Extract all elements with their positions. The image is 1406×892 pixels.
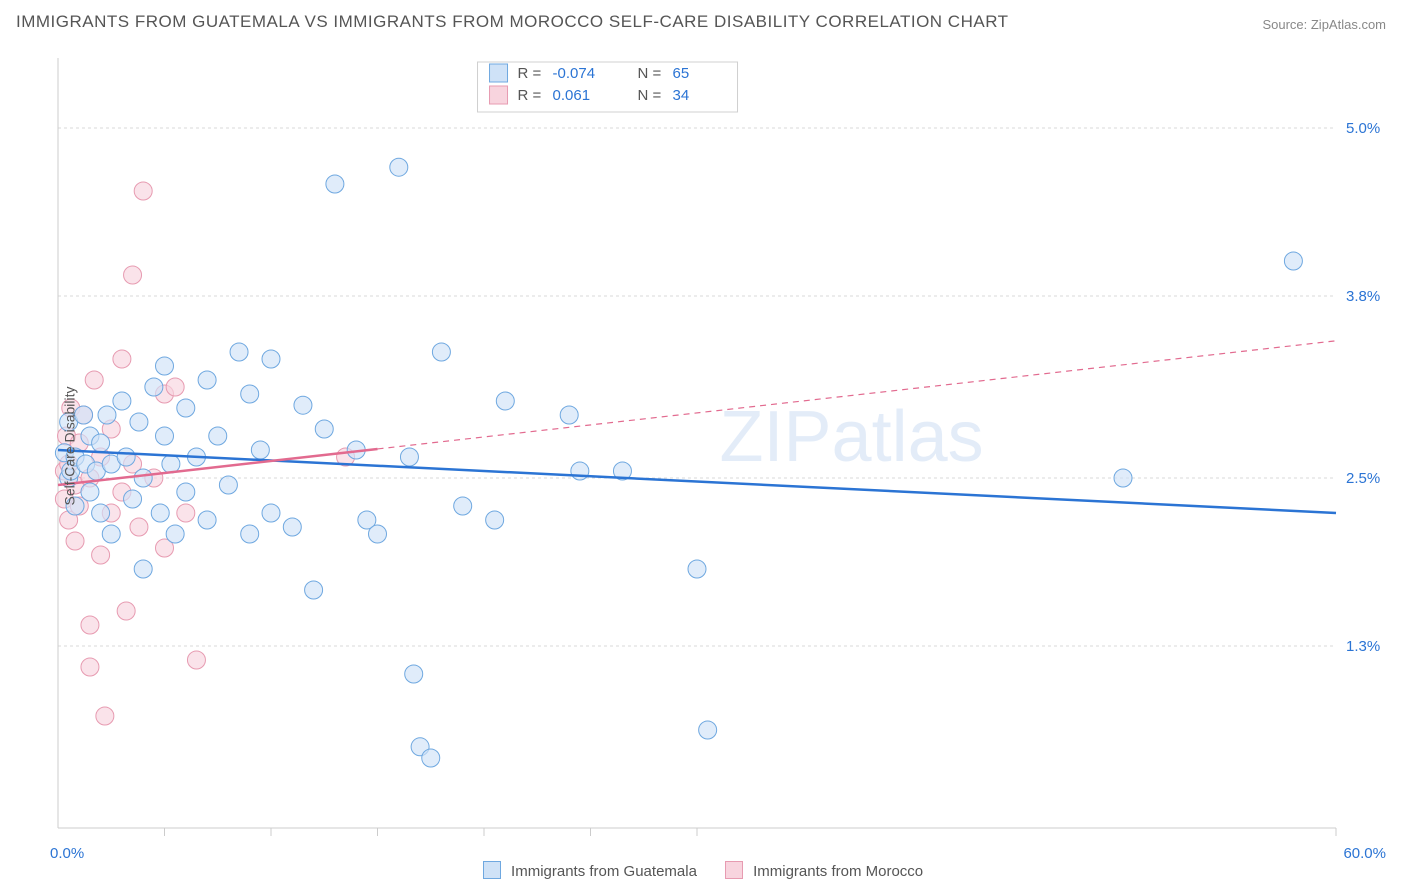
y-tick-label: 3.8%: [1346, 288, 1380, 305]
data-point: [130, 413, 148, 431]
x-axis-max-label: 60.0%: [1343, 845, 1386, 862]
data-point: [166, 378, 184, 396]
data-point: [326, 175, 344, 193]
data-point: [166, 525, 184, 543]
data-point: [369, 525, 387, 543]
data-point: [241, 385, 259, 403]
data-point: [124, 490, 142, 508]
data-point: [92, 504, 110, 522]
data-point: [81, 483, 99, 501]
data-point: [262, 504, 280, 522]
data-point: [699, 721, 717, 739]
scatter-chart-svg: 1.3% 2.5% 3.8% 5.0% ZIPatlas R = -0.074 N = 65 R …: [50, 48, 1386, 842]
data-point: [81, 616, 99, 634]
data-point: [187, 651, 205, 669]
data-point: [96, 707, 114, 725]
legend-label-morocco: Immigrants from Morocco: [753, 863, 923, 880]
stats-n-value: 65: [673, 65, 690, 82]
stats-r-value: -0.074: [553, 65, 596, 82]
data-point: [134, 469, 152, 487]
data-point: [113, 392, 131, 410]
stats-legend-box: [478, 62, 738, 112]
stats-n-label: N =: [638, 87, 662, 104]
data-point: [102, 525, 120, 543]
data-point: [117, 448, 135, 466]
chart-title: IMMIGRANTS FROM GUATEMALA VS IMMIGRANTS …: [16, 12, 1009, 32]
data-point: [560, 406, 578, 424]
data-point: [390, 158, 408, 176]
data-point: [145, 378, 163, 396]
data-point: [156, 427, 174, 445]
data-point: [198, 371, 216, 389]
bottom-legend: Immigrants from Guatemala Immigrants fro…: [0, 861, 1406, 880]
data-point: [422, 749, 440, 767]
data-point: [251, 441, 269, 459]
data-point: [124, 266, 142, 284]
data-point: [305, 581, 323, 599]
legend-item-morocco: Immigrants from Morocco: [725, 861, 923, 880]
data-point: [134, 560, 152, 578]
stats-n-value: 34: [673, 87, 690, 104]
data-point: [294, 396, 312, 414]
data-point: [134, 182, 152, 200]
data-point: [405, 665, 423, 683]
y-axis-label: Self-Care Disability: [62, 386, 78, 505]
data-point: [230, 343, 248, 361]
data-point: [432, 343, 450, 361]
y-tick-label: 2.5%: [1346, 470, 1380, 487]
data-point: [1284, 252, 1302, 270]
data-point: [1114, 469, 1132, 487]
data-point: [241, 525, 259, 543]
stats-r-label: R =: [518, 87, 542, 104]
legend-swatch-guatemala: [483, 861, 501, 879]
data-point: [130, 518, 148, 536]
stats-r-label: R =: [518, 65, 542, 82]
data-point: [66, 532, 84, 550]
legend-item-guatemala: Immigrants from Guatemala: [483, 861, 697, 880]
watermark: ZIPatlas: [720, 397, 984, 477]
chart-header: IMMIGRANTS FROM GUATEMALA VS IMMIGRANTS …: [0, 0, 1406, 38]
data-point: [400, 448, 418, 466]
data-point: [177, 483, 195, 501]
data-point: [454, 497, 472, 515]
data-point: [98, 406, 116, 424]
data-point: [219, 476, 237, 494]
stats-legend-swatch: [490, 86, 508, 104]
data-point: [92, 434, 110, 452]
data-point: [496, 392, 514, 410]
data-point: [177, 399, 195, 417]
legend-swatch-morocco: [725, 861, 743, 879]
data-point: [283, 518, 301, 536]
y-tick-label: 1.3%: [1346, 638, 1380, 655]
data-point: [571, 462, 589, 480]
data-point: [486, 511, 504, 529]
data-point: [688, 560, 706, 578]
stats-r-value: 0.061: [553, 87, 591, 104]
x-axis-min-label: 0.0%: [50, 845, 84, 862]
data-point: [113, 350, 131, 368]
trend-line: [58, 450, 1336, 513]
data-point: [151, 504, 169, 522]
data-point: [117, 602, 135, 620]
data-point: [198, 511, 216, 529]
source-attribution: Source: ZipAtlas.com: [1262, 17, 1386, 32]
data-point: [92, 546, 110, 564]
x-axis-end-labels: 0.0% 60.0%: [50, 845, 1386, 862]
plot-area: 1.3% 2.5% 3.8% 5.0% ZIPatlas R = -0.074 N = 65 R …: [50, 48, 1386, 842]
data-point: [262, 350, 280, 368]
y-tick-label: 5.0%: [1346, 120, 1380, 137]
data-point: [315, 420, 333, 438]
data-point: [85, 371, 103, 389]
data-point: [156, 357, 174, 375]
data-point: [81, 658, 99, 676]
data-point: [177, 504, 195, 522]
stats-legend-swatch: [490, 64, 508, 82]
stats-n-label: N =: [638, 65, 662, 82]
data-point: [209, 427, 227, 445]
legend-label-guatemala: Immigrants from Guatemala: [511, 863, 697, 880]
